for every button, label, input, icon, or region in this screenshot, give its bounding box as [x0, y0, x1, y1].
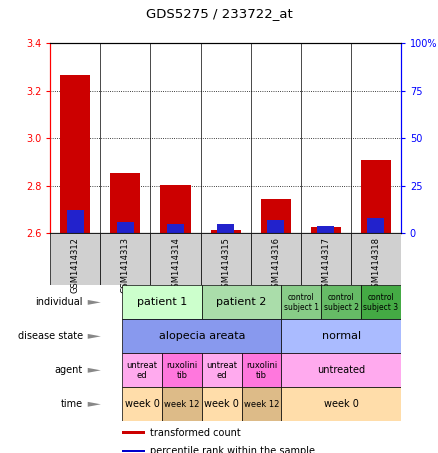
- Text: GSM1414315: GSM1414315: [221, 237, 230, 294]
- Bar: [311, 227, 341, 233]
- Bar: [122, 431, 145, 434]
- Bar: [318, 226, 334, 233]
- Bar: [167, 224, 184, 233]
- Text: control
subject 2: control subject 2: [324, 293, 359, 312]
- Bar: [361, 285, 401, 319]
- Bar: [122, 353, 162, 387]
- Text: disease state: disease state: [18, 331, 83, 342]
- Bar: [160, 184, 191, 233]
- Text: untreat
ed: untreat ed: [127, 361, 158, 380]
- Text: GSM1414318: GSM1414318: [371, 237, 380, 294]
- Text: untreat
ed: untreat ed: [206, 361, 237, 380]
- Bar: [67, 211, 84, 233]
- Text: week 0: week 0: [125, 399, 159, 410]
- Text: control
subject 3: control subject 3: [363, 293, 399, 312]
- Polygon shape: [88, 300, 101, 305]
- Bar: [361, 159, 391, 233]
- Bar: [122, 319, 281, 353]
- Bar: [202, 285, 281, 319]
- Bar: [261, 199, 291, 233]
- Text: patient 2: patient 2: [216, 297, 267, 308]
- Bar: [202, 353, 242, 387]
- Text: untreated: untreated: [317, 365, 365, 376]
- Text: time: time: [60, 399, 83, 410]
- Bar: [267, 220, 284, 233]
- Text: patient 1: patient 1: [137, 297, 187, 308]
- Bar: [202, 387, 242, 421]
- Bar: [281, 285, 321, 319]
- Text: week 12: week 12: [164, 400, 200, 409]
- Bar: [251, 233, 300, 285]
- Text: ruxolini
tib: ruxolini tib: [166, 361, 198, 380]
- Bar: [281, 387, 401, 421]
- Bar: [60, 75, 90, 233]
- Bar: [201, 233, 251, 285]
- Bar: [217, 224, 234, 233]
- Text: week 0: week 0: [204, 399, 239, 410]
- Text: control
subject 1: control subject 1: [284, 293, 319, 312]
- Text: GSM1414316: GSM1414316: [271, 237, 280, 294]
- Bar: [321, 285, 361, 319]
- Polygon shape: [88, 334, 101, 339]
- Bar: [367, 218, 384, 233]
- Text: percentile rank within the sample: percentile rank within the sample: [150, 446, 315, 453]
- Text: agent: agent: [54, 365, 83, 376]
- Text: individual: individual: [35, 297, 83, 308]
- Bar: [100, 233, 151, 285]
- Bar: [300, 233, 351, 285]
- Bar: [281, 353, 401, 387]
- Bar: [110, 173, 141, 233]
- Bar: [351, 233, 401, 285]
- Text: GSM1414312: GSM1414312: [71, 237, 80, 294]
- Bar: [162, 353, 202, 387]
- Text: GDS5275 / 233722_at: GDS5275 / 233722_at: [145, 7, 293, 20]
- Polygon shape: [88, 368, 101, 373]
- Text: normal: normal: [321, 331, 360, 342]
- Bar: [122, 450, 145, 453]
- Bar: [242, 353, 281, 387]
- Text: week 12: week 12: [244, 400, 279, 409]
- Bar: [117, 222, 134, 233]
- Text: week 0: week 0: [324, 399, 359, 410]
- Text: alopecia areata: alopecia areata: [159, 331, 245, 342]
- Text: transformed count: transformed count: [150, 428, 241, 438]
- Text: GSM1414313: GSM1414313: [121, 237, 130, 294]
- Bar: [211, 230, 240, 233]
- Text: ruxolini
tib: ruxolini tib: [246, 361, 277, 380]
- Polygon shape: [88, 402, 101, 407]
- Bar: [242, 387, 281, 421]
- Bar: [151, 233, 201, 285]
- Bar: [281, 319, 401, 353]
- Bar: [50, 233, 100, 285]
- Bar: [122, 285, 202, 319]
- Bar: [122, 387, 162, 421]
- Text: GSM1414317: GSM1414317: [321, 237, 330, 294]
- Bar: [162, 387, 202, 421]
- Text: GSM1414314: GSM1414314: [171, 237, 180, 294]
